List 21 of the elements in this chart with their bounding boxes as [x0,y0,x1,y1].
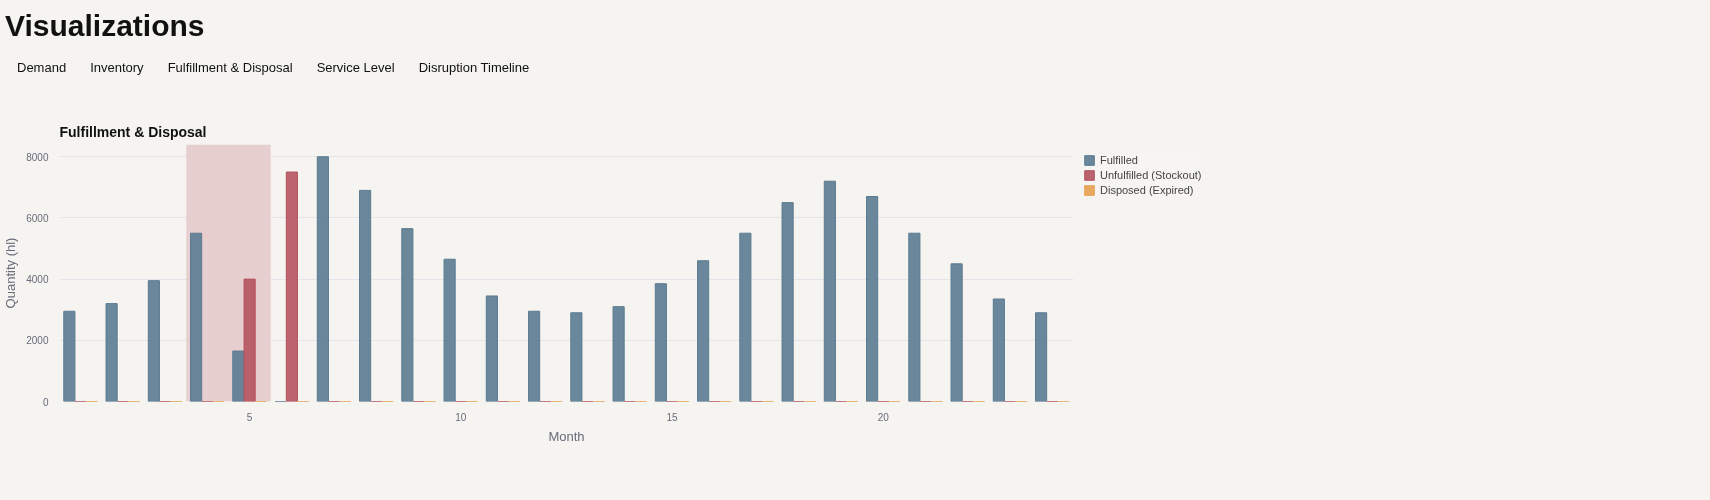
legend-label: Disposed (Expired) [1100,184,1194,196]
text: Visualizations [5,8,205,44]
text: Disruption Timeline [418,59,530,77]
x-tick-label: 20 [877,411,890,423]
y-tick-label: 2000 [26,335,49,347]
text: Demand [17,59,67,77]
x-axis-title: Month [548,428,585,444]
x-tick-label: 5 [246,411,253,423]
text: Fulfillment & Disposal [167,59,293,77]
x-tick-label: 15 [666,411,679,423]
text: Inventory [90,59,144,77]
y-tick-label: 8000 [26,151,49,163]
text: Service Level [316,59,395,77]
legend-label: Unfulfilled (Stockout) [1100,169,1202,181]
y-tick-label: 0 [42,396,49,408]
legend-label: Fulfilled [1100,154,1138,166]
chart-title: Fulfillment & Disposal [59,123,207,140]
y-axis-title: Quantity (hl) [3,237,19,309]
y-tick-label: 6000 [26,212,49,224]
y-tick-label: 4000 [26,274,49,286]
x-tick-label: 10 [455,411,467,423]
